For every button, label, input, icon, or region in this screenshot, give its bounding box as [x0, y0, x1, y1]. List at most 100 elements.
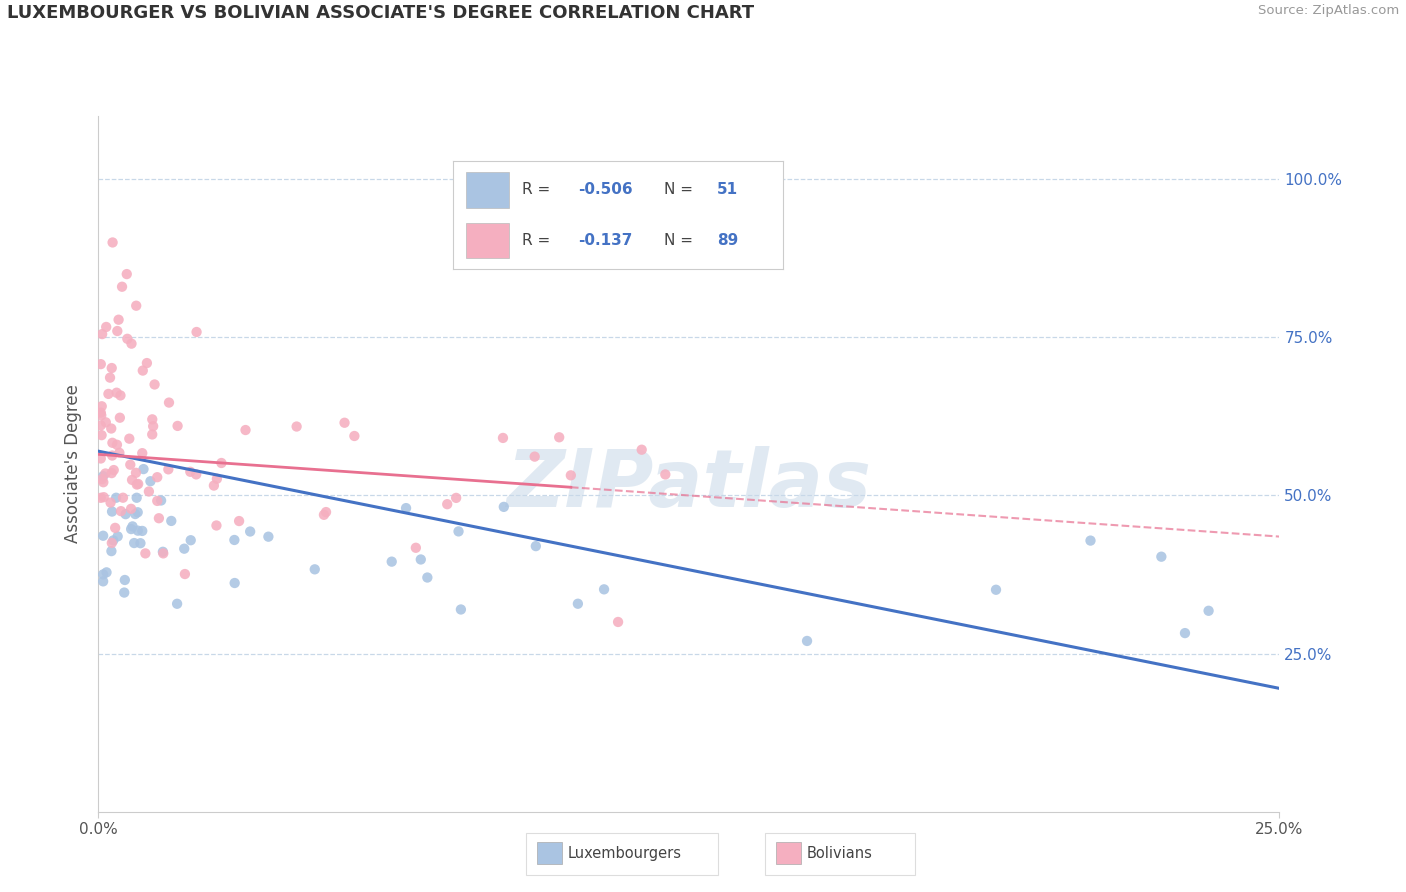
Point: [567, 597, 589, 611]
Point: [96, 320, 118, 334]
Point: [395, 501, 418, 516]
Point: [125, 477, 148, 491]
Point: [224, 576, 246, 591]
Point: [94, 415, 117, 429]
Point: [125, 466, 148, 480]
Point: [105, 324, 128, 338]
Point: [118, 432, 141, 446]
Point: [146, 470, 169, 484]
Point: [101, 235, 124, 250]
Point: [160, 514, 183, 528]
Point: [103, 533, 125, 548]
Point: [796, 634, 818, 648]
Point: [146, 494, 169, 508]
Point: [135, 356, 157, 370]
Point: [114, 573, 136, 587]
Point: [97, 387, 120, 401]
Point: [132, 462, 155, 476]
Text: ZIPatlas: ZIPatlas: [506, 446, 872, 524]
Point: [132, 363, 155, 377]
Point: [157, 395, 180, 409]
Point: [607, 615, 630, 629]
Point: [157, 462, 180, 476]
Point: [134, 546, 156, 560]
Point: [409, 552, 432, 566]
Point: [127, 524, 149, 538]
Point: [224, 533, 246, 547]
Point: [121, 336, 143, 351]
Point: [654, 467, 676, 482]
Point: [548, 430, 571, 444]
Point: [127, 477, 149, 491]
Point: [90, 491, 112, 505]
Point: [148, 511, 170, 525]
Point: [105, 491, 128, 505]
Point: [560, 468, 582, 483]
Point: [100, 361, 122, 376]
Point: [114, 507, 136, 521]
Text: N =: N =: [665, 182, 699, 197]
Point: [120, 458, 142, 472]
Point: [492, 500, 515, 514]
Point: [90, 406, 112, 420]
Point: [91, 529, 114, 543]
Point: [174, 567, 197, 582]
Point: [105, 438, 128, 452]
Point: [984, 582, 1007, 597]
Point: [138, 484, 160, 499]
Point: [101, 536, 124, 550]
Point: [333, 416, 356, 430]
Point: [304, 562, 326, 576]
Point: [239, 524, 262, 539]
Point: [96, 566, 118, 580]
Text: Source: ZipAtlas.com: Source: ZipAtlas.com: [1258, 4, 1399, 18]
Point: [125, 491, 148, 505]
Text: 89: 89: [717, 233, 738, 248]
Point: [173, 541, 195, 556]
Point: [405, 541, 427, 555]
Point: [91, 469, 114, 483]
Point: [179, 465, 201, 479]
Point: [285, 419, 308, 434]
Point: [103, 463, 125, 477]
Point: [100, 495, 122, 509]
Point: [117, 332, 139, 346]
Point: [143, 377, 166, 392]
Point: [110, 388, 132, 402]
Point: [122, 536, 145, 550]
Point: [1150, 549, 1173, 564]
Point: [523, 450, 546, 464]
Text: R =: R =: [522, 233, 555, 248]
Point: [98, 370, 121, 384]
Point: [108, 410, 131, 425]
Point: [108, 446, 131, 460]
Point: [91, 574, 114, 589]
Point: [111, 491, 134, 505]
Text: LUXEMBOURGER VS BOLIVIAN ASSOCIATE'S DEGREE CORRELATION CHART: LUXEMBOURGER VS BOLIVIAN ASSOCIATE'S DEG…: [7, 4, 754, 22]
Point: [492, 431, 515, 445]
Point: [205, 472, 228, 486]
Text: N =: N =: [665, 233, 699, 248]
Point: [186, 467, 208, 482]
Point: [91, 327, 114, 342]
Point: [101, 504, 124, 518]
Point: [101, 435, 124, 450]
Y-axis label: Associate's Degree: Associate's Degree: [65, 384, 83, 543]
Point: [105, 385, 128, 400]
Point: [90, 357, 112, 371]
Point: [630, 442, 652, 457]
Point: [90, 451, 112, 466]
Point: [416, 570, 439, 584]
Point: [131, 446, 153, 460]
Text: 51: 51: [717, 182, 738, 197]
Point: [141, 412, 163, 426]
Point: [180, 533, 202, 548]
Point: [91, 475, 114, 490]
Point: [315, 505, 337, 519]
Point: [141, 427, 163, 442]
Point: [111, 279, 134, 293]
Point: [202, 478, 225, 492]
Point: [209, 456, 232, 470]
Point: [115, 267, 138, 281]
Point: [450, 602, 472, 616]
